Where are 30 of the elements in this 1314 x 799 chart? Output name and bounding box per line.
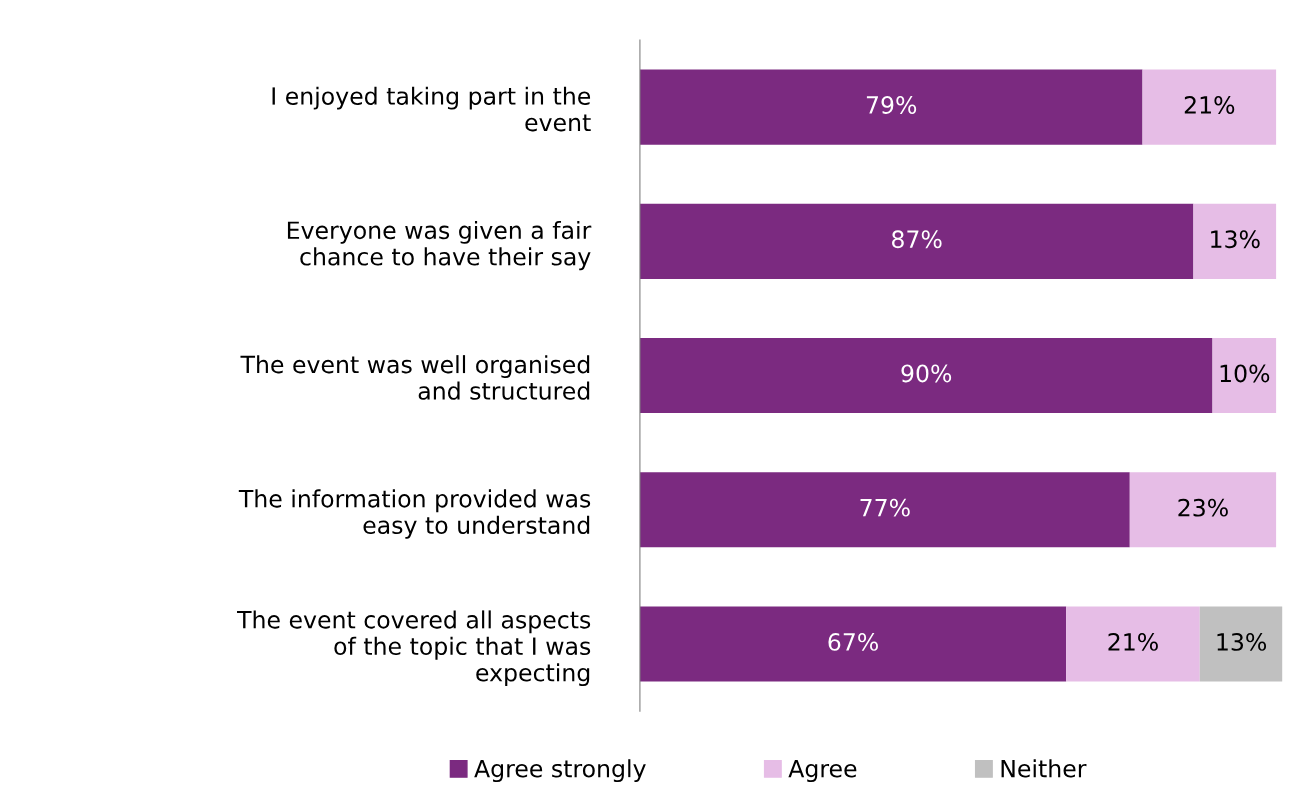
data-label: 90%	[901, 364, 952, 383]
bar	[639, 69, 1143, 145]
data-label: 87%	[892, 230, 942, 249]
y-tick-label: The information provided was easy to understand	[238, 489, 591, 539]
data-label: 23%	[1178, 498, 1228, 517]
bar	[1129, 472, 1277, 548]
y-tick-label: I enjoyed taking part in the event	[272, 86, 591, 132]
y-tick-label: The event was well organised and structured	[240, 355, 590, 400]
bar	[639, 606, 1067, 682]
data-label: 13%	[1217, 632, 1267, 651]
legend-label: Neither	[1001, 759, 1087, 778]
bar	[639, 203, 1194, 279]
legend-label: Agree	[788, 759, 857, 783]
bar	[639, 472, 1130, 548]
data-label: 79%	[866, 96, 917, 114]
bar	[639, 337, 1213, 414]
data-label: 77%	[860, 498, 910, 517]
bar	[1193, 203, 1277, 279]
data-label: 10%	[1220, 364, 1270, 383]
bar	[1066, 606, 1200, 682]
bar	[1142, 69, 1277, 145]
legend-label: Agree strongly	[474, 759, 646, 783]
data-label: 21%	[1108, 632, 1158, 651]
data-label: 67%	[828, 632, 878, 651]
data-label: 13%	[1211, 230, 1260, 249]
data-label: 21%	[1184, 96, 1235, 114]
bar	[1199, 606, 1283, 682]
y-tick-label: The event covered all aspects of the topic that I was expecting	[237, 610, 591, 687]
bar	[1212, 337, 1277, 414]
y-tick-label: Everyone was given a fair chance to have their say	[287, 220, 592, 271]
